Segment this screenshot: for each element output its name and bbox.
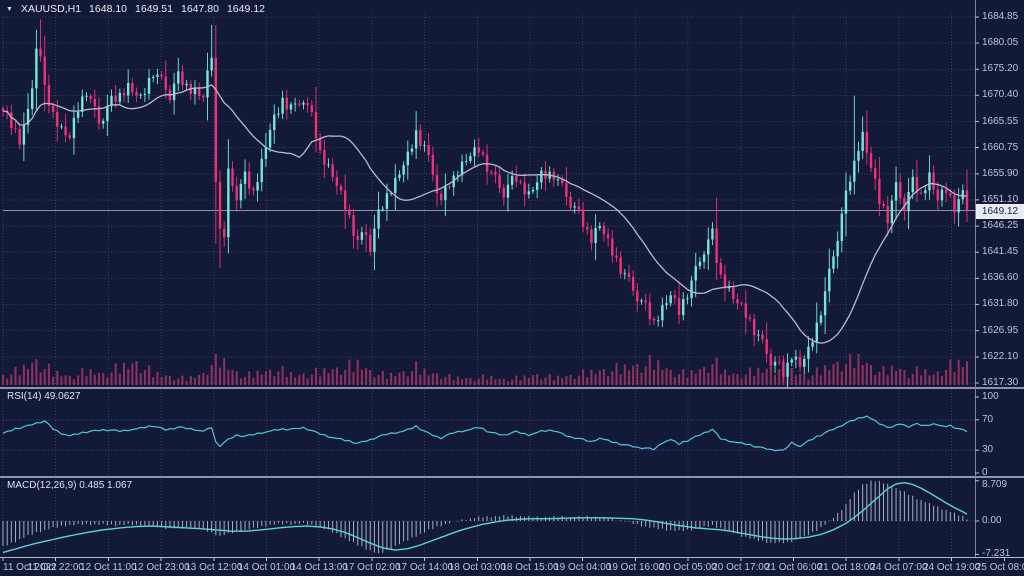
time-tick-label: 18 Oct 15:00 (501, 562, 559, 573)
ohlc-low-value: 1647.80 (180, 3, 219, 15)
time-tick-label: 18 Oct 03:00 (448, 562, 506, 573)
price-tick-label: 1617.30 (982, 377, 1019, 388)
price-tick-label: 1651.10 (982, 193, 1019, 205)
time-tick-label: 19 Oct 04:00 (554, 562, 612, 573)
price-tick-label: 1646.25 (982, 220, 1019, 232)
price-tick-label: 1684.85 (982, 11, 1019, 22)
rsi-tick-label: 30 (982, 444, 994, 456)
price-tick-label: 1665.55 (982, 115, 1019, 127)
macd-tick-label: 8.709 (982, 479, 1008, 490)
rsi-tick-label: 0 (982, 467, 988, 478)
time-tick-label: 12 Oct 11:00 (80, 562, 137, 573)
macd-tick-label: 0.00 (982, 515, 1002, 526)
time-tick-label: 17 Oct 14:00 (395, 562, 454, 573)
price-tick-label: 1631.80 (982, 298, 1019, 310)
ohlc-high-value: 1649.51 (135, 3, 173, 15)
time-tick-label: 13 Oct 12:00 (185, 562, 243, 573)
time-tick-label: 20 Oct 05:00 (659, 562, 717, 573)
time-tick-label: 14 Oct 01:00 (237, 562, 296, 573)
time-tick-label: 20 Oct 17:00 (712, 562, 770, 573)
macd-indicator-label: MACD(12,26,9) 0.485 1.067 (7, 480, 133, 491)
symbol-timeframe-label[interactable]: XAUUSD,H1 (20, 3, 82, 15)
chart-header: ▼ XAUUSD,H1 1648.10 1649.51 1647.80 1649… (6, 3, 265, 15)
rsi-tick-label: 100 (982, 391, 999, 402)
time-tick-label: 24 Oct 19:00 (922, 562, 981, 573)
time-tick-label: 14 Oct 13:00 (290, 562, 348, 573)
price-tick-label: 1641.45 (982, 246, 1019, 258)
time-tick-label: 25 Oct 08:00 (975, 562, 1024, 573)
rsi-indicator-label: RSI(14) 49.0627 (7, 391, 81, 402)
current-price-badge: 1649.12 (976, 204, 1024, 219)
time-tick-label: 21 Oct 06:00 (764, 562, 823, 573)
time-tick-label: 24 Oct 07:00 (870, 562, 928, 573)
rsi-tick-label: 70 (982, 413, 994, 425)
price-tick-label: 1670.40 (982, 89, 1019, 101)
time-tick-label: 17 Oct 02:00 (343, 562, 401, 573)
price-tick-label: 1680.05 (982, 37, 1019, 48)
ohlc-open-value: 1648.10 (89, 3, 128, 15)
price-tick-label: 1660.75 (982, 141, 1019, 153)
macd-tick-label: -7.231 (982, 548, 1011, 560)
symbol-dropdown-icon[interactable]: ▼ (6, 5, 13, 13)
price-tick-label: 1622.10 (982, 350, 1019, 362)
time-tick-label: 11 Oct 2022 (3, 562, 57, 573)
ohlc-close-value: 1649.12 (226, 3, 265, 15)
price-tick-label: 1655.90 (982, 167, 1019, 179)
time-tick-label: 11 Oct 22:00 (27, 562, 84, 573)
price-tick-label: 1636.60 (982, 272, 1019, 284)
time-tick-label: 19 Oct 16:00 (606, 562, 665, 573)
price-tick-label: 1626.95 (982, 324, 1019, 336)
time-tick-label: 12 Oct 23:00 (132, 562, 190, 573)
price-tick-label: 1675.20 (982, 63, 1019, 75)
time-tick-label: 21 Oct 18:00 (817, 562, 875, 573)
